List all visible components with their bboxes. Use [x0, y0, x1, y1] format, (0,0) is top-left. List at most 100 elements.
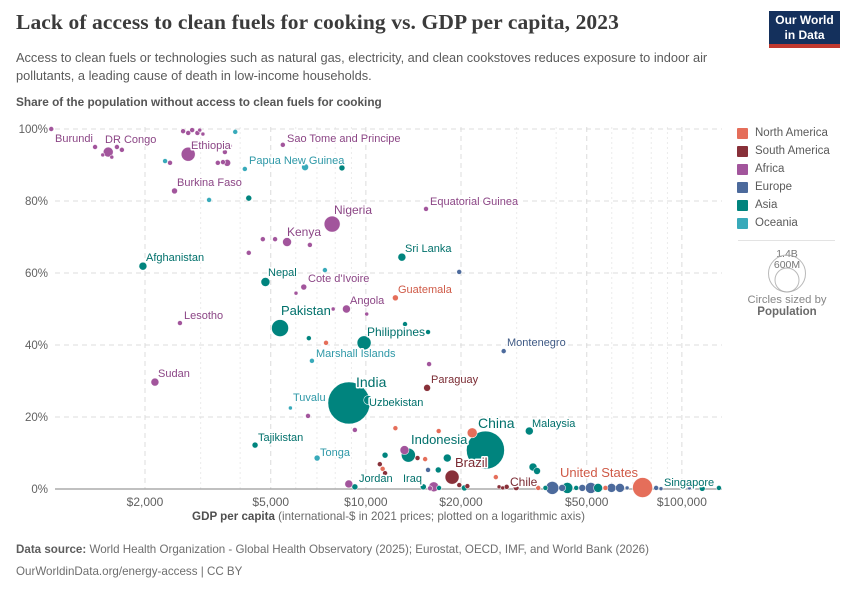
data-point[interactable] [220, 159, 226, 165]
data-point[interactable] [402, 321, 408, 327]
data-point[interactable] [260, 236, 266, 242]
data-point[interactable] [167, 160, 173, 166]
point-chile[interactable] [512, 484, 520, 491]
point-equatorial-guinea[interactable] [423, 206, 429, 212]
data-point[interactable] [189, 127, 195, 133]
point-pakistan[interactable] [271, 319, 289, 337]
point-guatemala[interactable] [392, 294, 399, 302]
data-point[interactable] [414, 455, 421, 461]
point-montenegro[interactable] [500, 348, 507, 354]
data-point[interactable] [379, 466, 386, 472]
data-point[interactable] [245, 194, 253, 202]
data-point[interactable] [606, 483, 617, 493]
data-point[interactable] [456, 482, 463, 488]
point-lesotho[interactable] [177, 320, 183, 326]
data-point[interactable] [602, 485, 609, 491]
data-point[interactable] [422, 456, 428, 462]
data-point[interactable] [63, 136, 69, 142]
data-point[interactable] [100, 152, 106, 158]
data-point[interactable] [500, 485, 505, 491]
point-singapore[interactable] [698, 484, 706, 492]
data-point[interactable] [425, 329, 431, 335]
point-ethiopia[interactable] [180, 146, 196, 162]
data-point[interactable] [381, 451, 389, 459]
data-point[interactable] [535, 485, 541, 491]
data-point[interactable] [232, 129, 239, 135]
point-burkina-faso[interactable] [171, 187, 178, 195]
data-point[interactable] [305, 413, 311, 419]
data-point[interactable] [293, 290, 299, 296]
data-point[interactable] [382, 470, 388, 476]
data-point[interactable] [427, 485, 433, 492]
point-china[interactable] [466, 430, 505, 470]
data-point[interactable] [377, 461, 383, 467]
point-cote-d-ivoire[interactable] [300, 283, 308, 291]
data-point[interactable] [493, 474, 499, 480]
point-angola[interactable] [342, 304, 351, 314]
legend-item-north-america[interactable]: North America [737, 127, 830, 139]
data-point[interactable] [197, 127, 203, 133]
data-point[interactable] [114, 144, 120, 150]
data-point[interactable] [200, 131, 206, 137]
data-point[interactable] [119, 147, 125, 153]
point-kenya[interactable] [282, 237, 292, 247]
data-point[interactable] [344, 479, 354, 489]
data-point[interactable] [227, 143, 233, 149]
data-point[interactable] [716, 485, 722, 491]
data-point[interactable] [653, 485, 659, 491]
data-point[interactable] [322, 267, 328, 273]
data-point[interactable] [323, 340, 329, 346]
point-nepal[interactable] [260, 277, 271, 287]
data-point[interactable] [558, 484, 566, 492]
legend-item-oceania[interactable]: Oceania [737, 217, 830, 229]
data-point[interactable] [466, 427, 478, 439]
data-point[interactable] [658, 486, 664, 491]
data-point[interactable] [443, 453, 452, 463]
data-point[interactable] [307, 242, 313, 248]
legend-item-asia[interactable]: Asia [737, 199, 830, 211]
data-point[interactable] [503, 484, 510, 490]
data-point[interactable] [245, 250, 252, 256]
point-papua-new-guinea[interactable] [301, 163, 309, 171]
data-point[interactable] [242, 166, 248, 172]
data-point[interactable] [392, 425, 399, 431]
point-sao-tome-and-principe[interactable] [280, 142, 286, 148]
point-afghanistan[interactable] [138, 261, 148, 271]
point-tajikistan[interactable] [251, 441, 259, 449]
data-point[interactable] [593, 483, 603, 493]
data-point[interactable] [185, 130, 192, 136]
point-dr-congo[interactable] [102, 146, 114, 158]
legend-item-africa[interactable]: Africa [737, 163, 830, 175]
data-point[interactable] [399, 445, 410, 455]
point-nigeria[interactable] [323, 215, 341, 233]
data-point[interactable] [533, 467, 541, 475]
data-point[interactable] [435, 428, 442, 434]
data-point[interactable] [456, 269, 463, 275]
data-point[interactable] [434, 466, 442, 474]
point-jordan[interactable] [351, 483, 359, 491]
point-iraq[interactable] [420, 483, 427, 491]
data-point[interactable] [364, 311, 369, 317]
data-point[interactable] [542, 485, 549, 491]
owid-logo[interactable]: Our World in Data [769, 11, 840, 48]
point-brazil[interactable] [444, 469, 460, 485]
data-point[interactable] [206, 197, 212, 203]
data-point[interactable] [687, 485, 692, 491]
point-malaysia[interactable] [525, 426, 534, 436]
data-point[interactable] [272, 236, 278, 242]
point-sudan[interactable] [150, 377, 160, 387]
data-point[interactable] [109, 154, 115, 160]
data-point[interactable] [624, 485, 630, 491]
data-point[interactable] [578, 484, 587, 492]
data-point[interactable] [352, 427, 358, 433]
point-tuvalu[interactable] [288, 405, 293, 411]
data-point[interactable] [180, 128, 186, 134]
point-sri-lanka[interactable] [397, 252, 407, 262]
data-point[interactable] [306, 335, 312, 341]
legend-item-europe[interactable]: Europe [737, 181, 830, 193]
point-paraguay[interactable] [423, 384, 431, 392]
data-point[interactable] [162, 158, 168, 164]
point-philippines[interactable] [356, 335, 372, 351]
point-united-states[interactable] [632, 477, 653, 498]
data-point[interactable] [92, 144, 98, 150]
